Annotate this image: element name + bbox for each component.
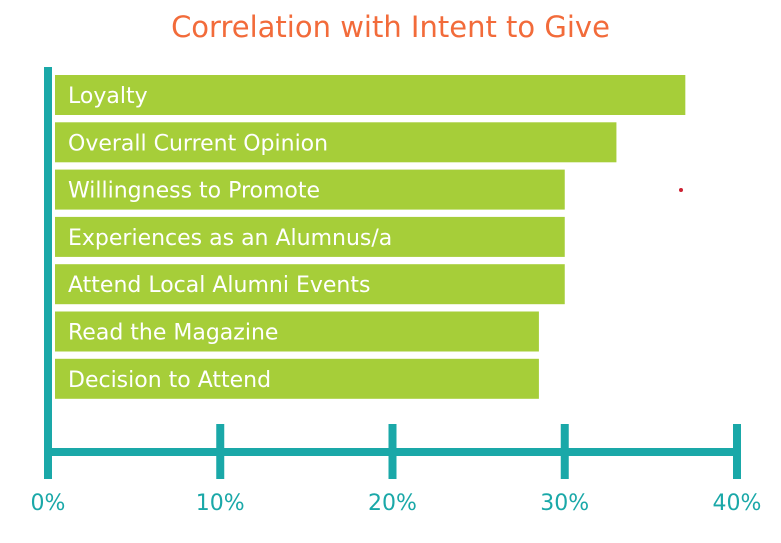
x-tick-label: 0%: [31, 491, 66, 516]
x-tick-mark: [560, 424, 569, 479]
bar: [55, 264, 565, 305]
bars-group: Loyalty Overall Current Opinion Willingnes…: [55, 75, 686, 399]
bar: [55, 358, 539, 399]
bar: [55, 169, 565, 210]
x-tick-label: 10%: [196, 491, 245, 516]
bar-label: Overall Current Opinion: [68, 131, 328, 156]
x-tick-labels: 0% 10% 20% 30% 40%: [31, 491, 762, 516]
bar-label: Experiences as an Alumnus/a: [68, 226, 392, 251]
x-tick-label: 40%: [713, 491, 762, 516]
bar-label: Loyalty: [68, 84, 148, 109]
bar: [55, 122, 617, 163]
x-tick-label: 30%: [540, 491, 589, 516]
x-tick-label: 20%: [368, 491, 417, 516]
x-axis: [44, 67, 741, 479]
x-tick-mark: [216, 424, 225, 479]
bar: [55, 216, 565, 257]
x-tick-mark: [733, 424, 741, 479]
bar: [55, 75, 686, 115]
x-tick-mark: [388, 424, 397, 479]
bar-label: Read the Magazine: [68, 321, 278, 346]
bar-label: Decision to Attend: [68, 368, 271, 393]
bar-label: Willingness to Promote: [68, 179, 320, 204]
stray-marker: [679, 188, 683, 192]
y-axis-line: [44, 67, 52, 479]
bar: [55, 311, 539, 352]
chart-title: Correlation with Intent to Give: [171, 10, 610, 44]
bar-label: Attend Local Alumni Events: [68, 273, 370, 298]
